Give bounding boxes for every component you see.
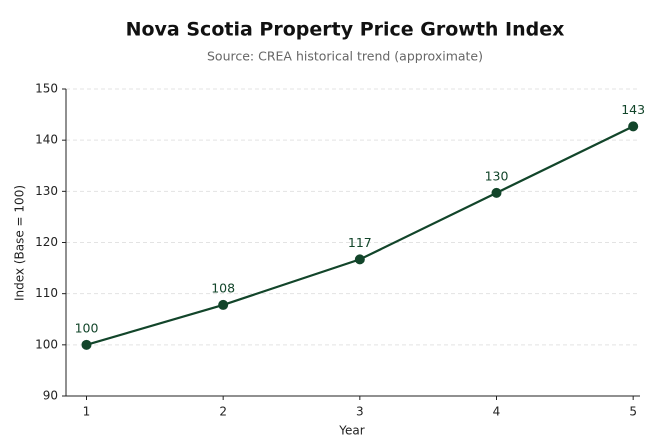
data-label: 143 [621, 102, 645, 117]
data-label: 100 [75, 320, 99, 335]
y-tick-label: 130 [35, 184, 58, 198]
y-tick-label: 100 [35, 337, 58, 351]
y-tick-label: 140 [35, 133, 58, 147]
data-label: 117 [348, 235, 372, 250]
x-tick-label: 4 [493, 405, 501, 419]
x-tick-label: 1 [83, 405, 91, 419]
x-tick-label: 3 [356, 405, 364, 419]
x-tick-label: 5 [629, 405, 637, 419]
chart-subtitle: Source: CREA historical trend (approxima… [207, 49, 483, 64]
point [218, 299, 229, 310]
y-tick-label: 110 [35, 286, 58, 300]
y-tick-label: 90 [43, 389, 58, 403]
y-tick-label: 150 [35, 82, 58, 96]
point [81, 339, 92, 350]
point [354, 254, 365, 265]
data-label: 130 [485, 168, 509, 183]
x-tick-label: 2 [219, 405, 227, 419]
y-tick-label: 120 [35, 235, 58, 249]
x-axis-label: Year [338, 424, 364, 438]
y-axis-label: Index (Base = 100) [13, 185, 27, 301]
chart-title: Nova Scotia Property Price Growth Index [126, 19, 565, 41]
point [628, 121, 639, 132]
data-label: 108 [211, 280, 235, 295]
point [491, 187, 502, 198]
